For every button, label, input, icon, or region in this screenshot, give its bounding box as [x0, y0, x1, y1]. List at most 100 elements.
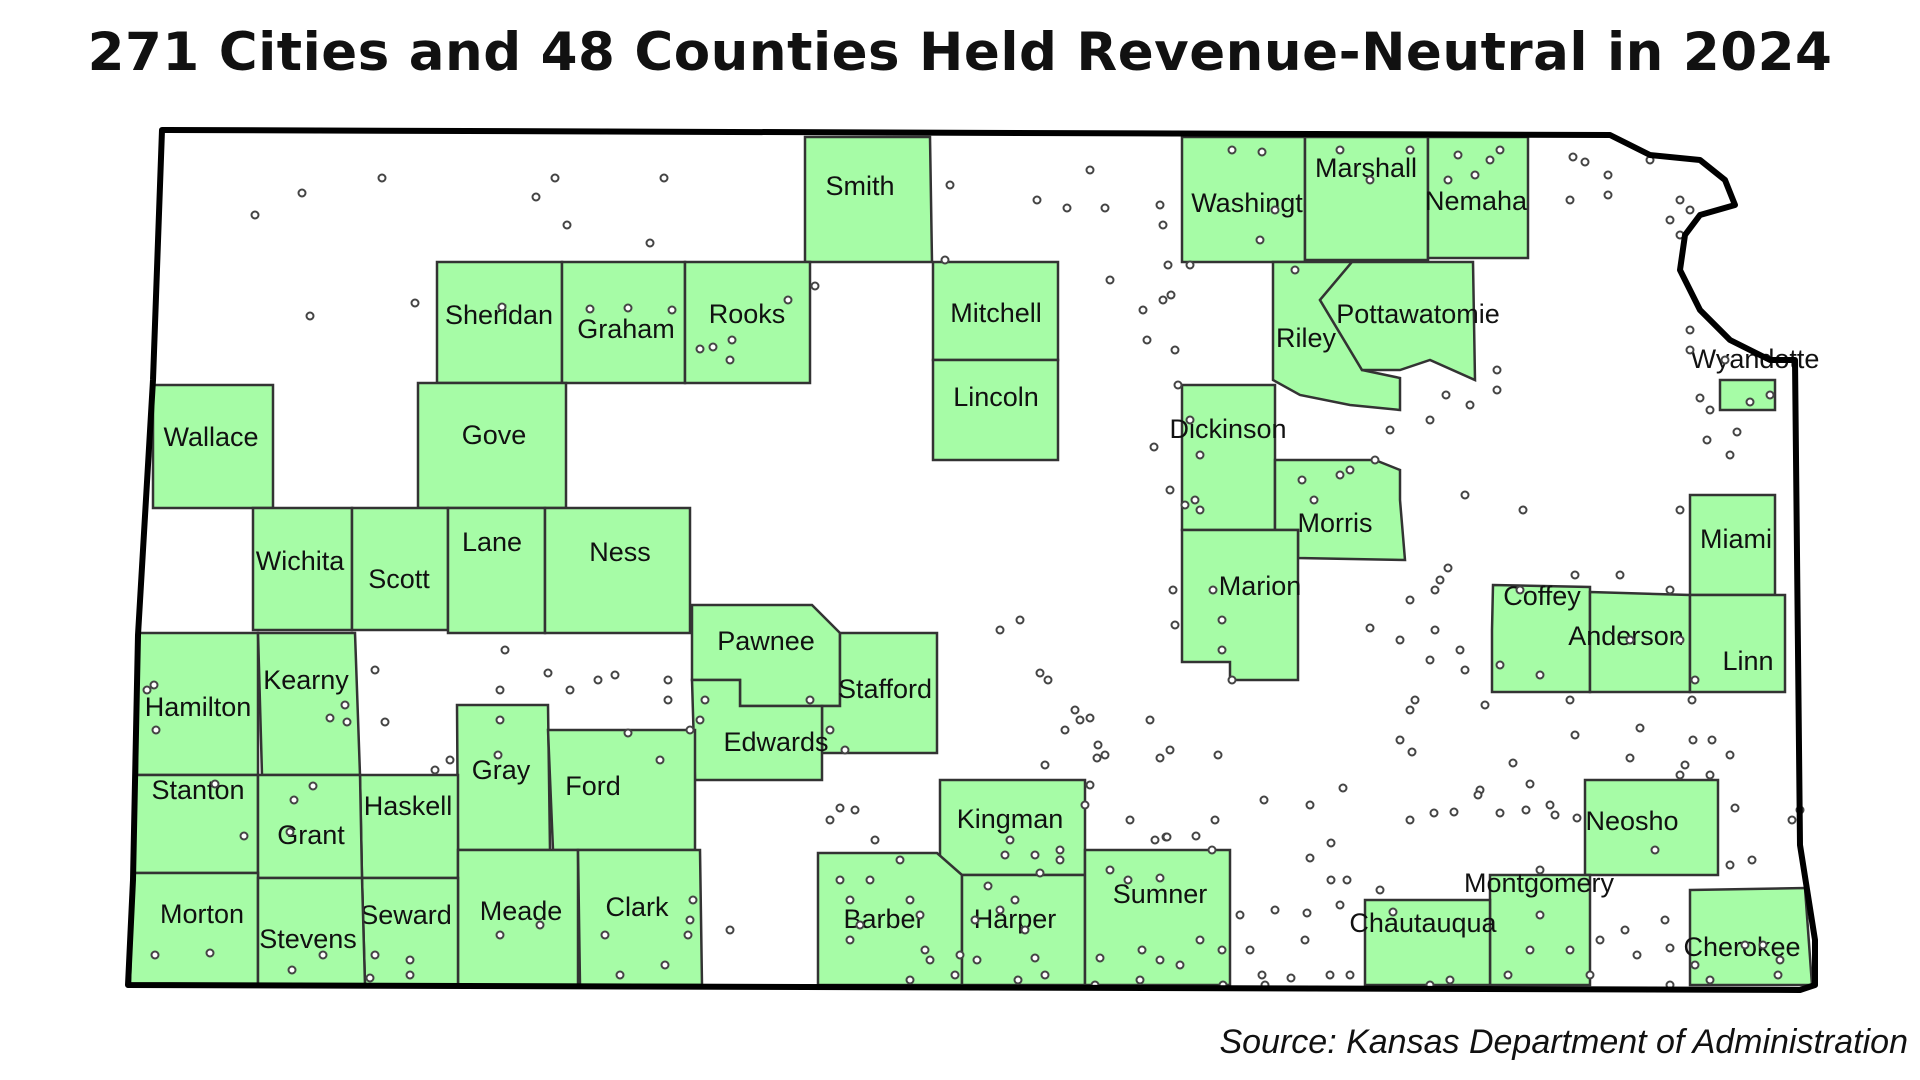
city-circle-icon [623, 303, 633, 313]
city-circle-icon [1020, 925, 1030, 935]
county-label-morris: Morris [1298, 508, 1373, 538]
city-circle-icon [1429, 808, 1439, 818]
city-circle-icon [495, 685, 505, 695]
city-circle-icon [1005, 835, 1015, 845]
city-circle-icon [1525, 945, 1535, 955]
city-circle-icon [550, 173, 560, 183]
city-circle-icon [1195, 505, 1205, 515]
city-circle-icon [1145, 715, 1155, 725]
city-circle-icon [1732, 427, 1742, 437]
county-label-coffey: Coffey [1503, 581, 1581, 611]
city-circle-icon [585, 304, 595, 314]
city-circle-icon [1675, 505, 1685, 515]
city-circle-icon [377, 173, 387, 183]
city-circle-icon [1425, 655, 1435, 665]
city-circle-icon [600, 930, 610, 940]
city-circle-icon [1690, 675, 1700, 685]
city-circle-icon [845, 895, 855, 905]
county-label-wichita: Wichita [256, 546, 345, 576]
county-label-scott: Scott [368, 564, 430, 594]
city-circle-icon [1388, 907, 1398, 917]
city-circle-icon [1100, 750, 1110, 760]
city-circle-icon [972, 955, 982, 965]
city-circle-icon [663, 695, 673, 705]
city-circle-icon [1650, 845, 1660, 855]
city-circle-icon [1370, 455, 1380, 465]
city-circle-icon [655, 755, 665, 765]
county-label-hamilton: Hamilton [145, 692, 252, 722]
county-label-lincoln: Lincoln [953, 382, 1039, 412]
city-circle-icon [1615, 570, 1625, 580]
city-circle-icon [645, 238, 655, 248]
city-circle-icon [1675, 635, 1685, 645]
city-circle-icon [1185, 260, 1195, 270]
city-circle-icon [695, 715, 705, 725]
city-circle-icon [1730, 803, 1740, 813]
city-circle-icon [1055, 855, 1065, 865]
city-circle-icon [1495, 660, 1505, 670]
city-circle-icon [1535, 670, 1545, 680]
city-circle-icon [1625, 753, 1635, 763]
city-circle-icon [845, 935, 855, 945]
city-circle-icon [1040, 760, 1050, 770]
city-circle-icon [1345, 465, 1355, 475]
city-circle-icon [1257, 147, 1267, 157]
city-circle-icon [1227, 145, 1237, 155]
city-circle-icon [340, 700, 350, 710]
city-circle-icon [1407, 747, 1417, 757]
city-circle-icon [1217, 615, 1227, 625]
city-circle-icon [305, 311, 315, 321]
city-circle-icon [1443, 175, 1453, 185]
city-circle-icon [1191, 831, 1201, 841]
city-circle-icon [1055, 845, 1065, 855]
county-label-meade: Meade [480, 896, 563, 926]
city-circle-icon [683, 930, 693, 940]
city-circle-icon [1702, 435, 1712, 445]
city-circle-icon [445, 755, 455, 765]
city-circle-icon [1680, 760, 1690, 770]
city-circle-icon [370, 950, 380, 960]
city-circle-icon [1395, 735, 1405, 745]
city-circle-icon [1595, 935, 1605, 945]
city-circle-icon [1290, 265, 1300, 275]
city-circle-icon [1085, 165, 1095, 175]
city-circle-icon [1632, 950, 1642, 960]
city-circle-icon [1508, 758, 1518, 768]
city-circle-icon [500, 645, 510, 655]
city-circle-icon [905, 895, 915, 905]
city-circle-icon [685, 915, 695, 925]
city-circle-icon [495, 715, 505, 725]
city-circle-icon [1585, 970, 1595, 980]
city-circle-icon [1705, 405, 1715, 415]
city-circle-icon [1705, 975, 1715, 985]
county-label-clark: Clark [605, 892, 669, 922]
city-circle-icon [1603, 170, 1613, 180]
city-circle-icon [870, 835, 880, 845]
city-circle-icon [1195, 450, 1205, 460]
city-circle-icon [1213, 750, 1223, 760]
county-rooks [683, 260, 812, 385]
city-circle-icon [1095, 953, 1105, 963]
county-label-harper: Harper [974, 904, 1057, 934]
city-circle-icon [1747, 855, 1757, 865]
city-circle-icon [805, 695, 815, 705]
city-circle-icon [1545, 800, 1555, 810]
city-circle-icon [1473, 790, 1483, 800]
city-circle-icon [289, 795, 299, 805]
city-circle-icon [1660, 915, 1670, 925]
county-wyandotte [1718, 378, 1777, 412]
city-circle-icon [1300, 935, 1310, 945]
county-label-neosho: Neosho [1585, 806, 1678, 836]
city-circle-icon [1480, 700, 1490, 710]
county-label-haskell: Haskell [364, 791, 453, 821]
city-circle-icon [1208, 585, 1218, 595]
city-circle-icon [1665, 585, 1675, 595]
city-circle-icon [1405, 145, 1415, 155]
city-circle-icon [1013, 975, 1023, 985]
city-circle-icon [593, 675, 603, 685]
city-circle-icon [1495, 145, 1505, 155]
city-circle-icon [950, 970, 960, 980]
county-label-morton: Morton [160, 899, 244, 929]
city-circle-icon [1270, 905, 1280, 915]
county-label-pawnee: Pawnee [717, 626, 815, 656]
